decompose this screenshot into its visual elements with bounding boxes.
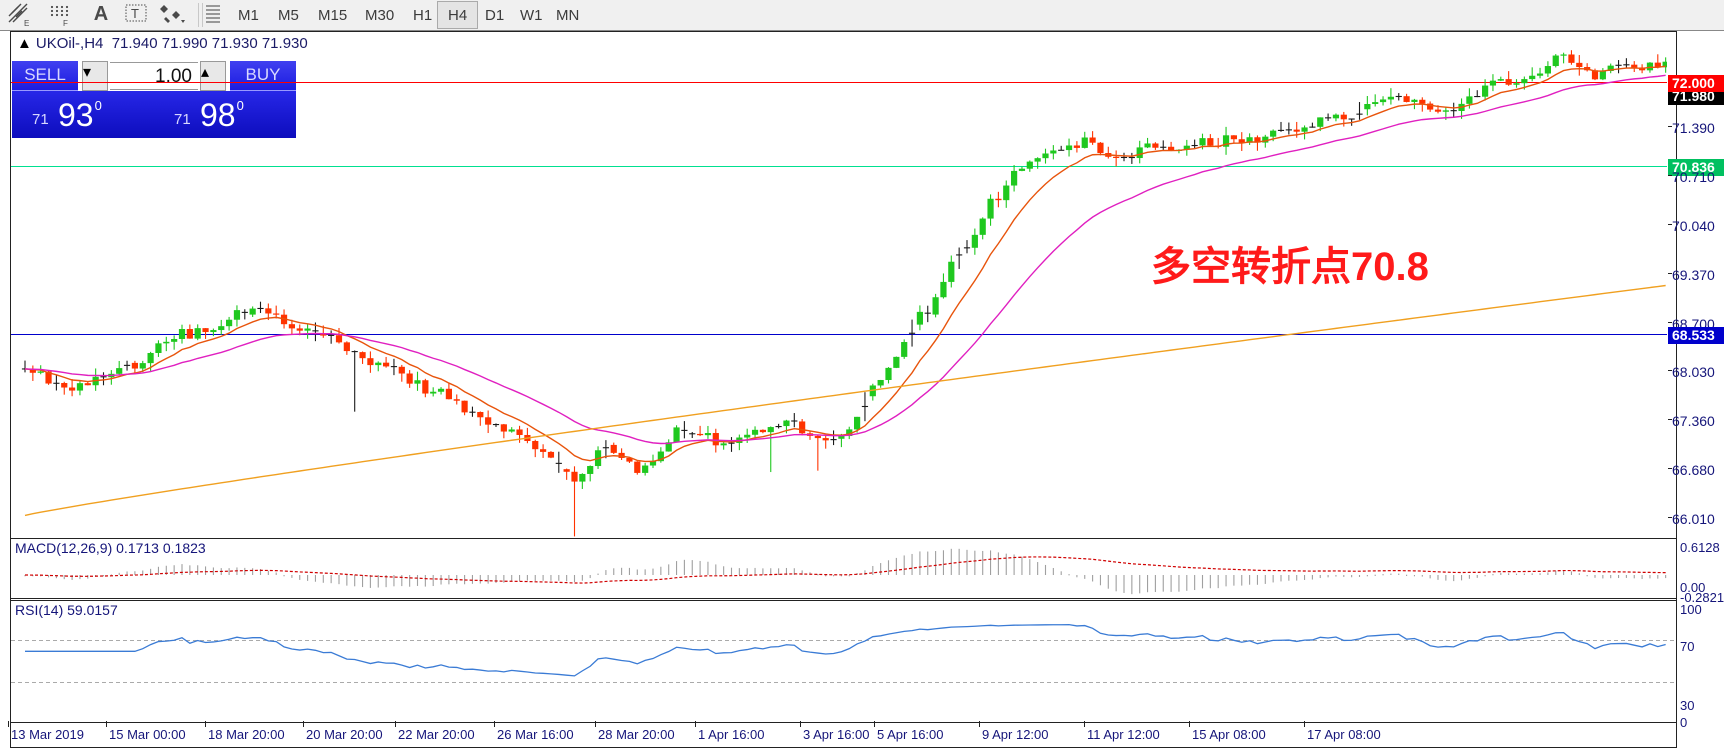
svg-text:T: T (131, 6, 139, 21)
svg-text:E: E (24, 19, 29, 27)
svg-text:F: F (63, 19, 68, 27)
